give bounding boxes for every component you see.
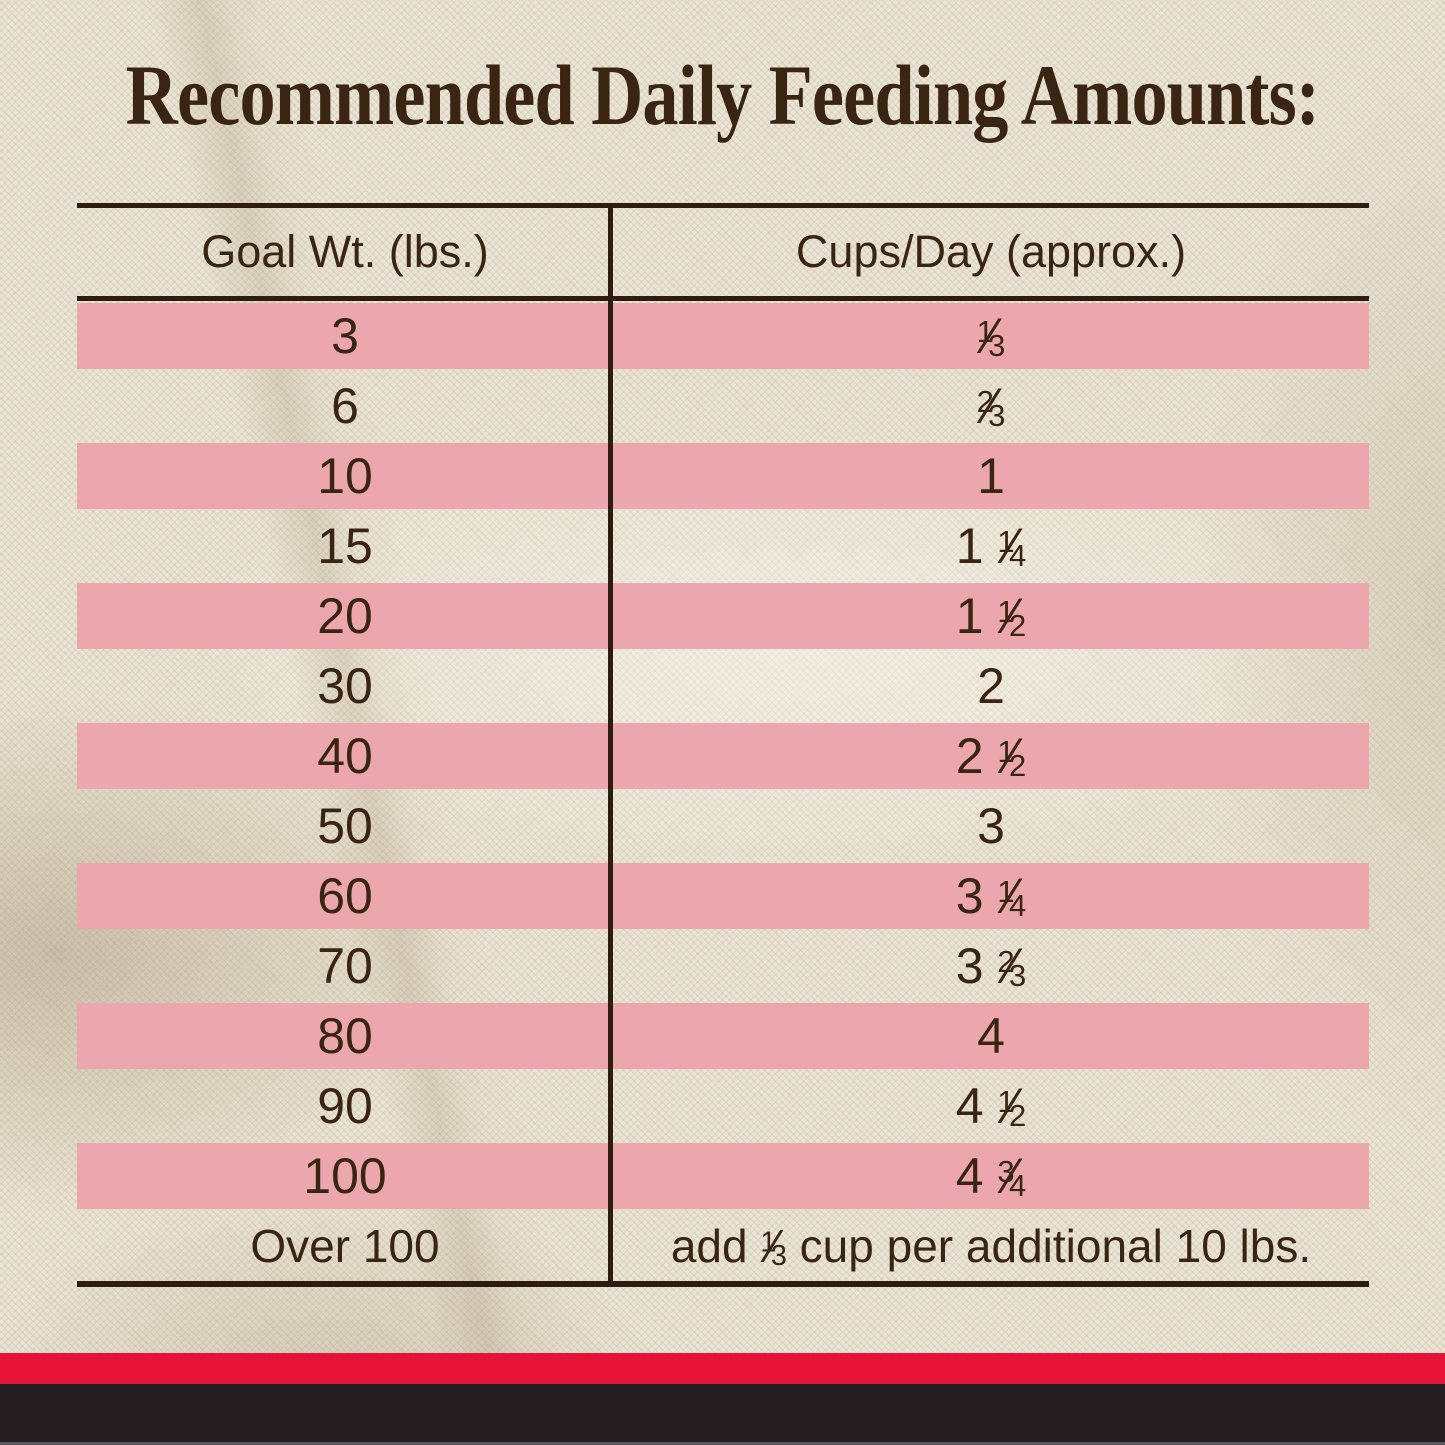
table-row: 60 3 1⁄4 xyxy=(77,861,1369,931)
cups-day-cell: 2 1⁄2 xyxy=(955,728,1027,784)
goal-weight-cell: 80 xyxy=(317,1008,373,1064)
table-row: 6 2⁄3 xyxy=(77,371,1369,441)
goal-weight-cell: 15 xyxy=(317,518,373,574)
goal-weight-cell: 70 xyxy=(317,938,373,994)
goal-weight-cell: 30 xyxy=(317,658,373,714)
table-row: 40 2 1⁄2 xyxy=(77,721,1369,791)
page-title-text: Recommended Daily Feeding Amounts: xyxy=(125,47,1320,143)
goal-weight-cell: 3 xyxy=(331,308,359,364)
table-header-row: Goal Wt. (lbs.) Cups/Day (approx.) xyxy=(77,208,1369,301)
cups-day-cell: add 1⁄3 cup per additional 10 lbs. xyxy=(670,1220,1312,1272)
cups-day-cell: 2 xyxy=(977,658,1005,714)
goal-weight-cell: 100 xyxy=(303,1148,387,1204)
footer-bar xyxy=(0,1384,1445,1445)
goal-weight-cell: Over 100 xyxy=(250,1220,440,1272)
cups-day-cell: 3 1⁄4 xyxy=(955,868,1027,924)
column-header-goal-weight: Goal Wt. (lbs.) xyxy=(201,226,489,277)
page-title: Recommended Daily Feeding Amounts: xyxy=(0,52,1445,138)
table-row: Over 100 add 1⁄3 cup per additional 10 l… xyxy=(77,1211,1369,1281)
table-row: 50 3 xyxy=(77,791,1369,861)
feeding-table: Goal Wt. (lbs.) Cups/Day (approx.) 3 1⁄3… xyxy=(77,203,1369,1287)
table-row: 100 4 3⁄4 xyxy=(77,1141,1369,1211)
cups-day-cell: 1 xyxy=(977,448,1005,504)
table-row: 10 1 xyxy=(77,441,1369,511)
goal-weight-cell: 50 xyxy=(317,798,373,854)
cups-day-cell: 1⁄3 xyxy=(976,308,1006,364)
table-row: 15 1 1⁄4 xyxy=(77,511,1369,581)
goal-weight-cell: 20 xyxy=(317,588,373,644)
goal-weight-cell: 10 xyxy=(317,448,373,504)
table-row: 80 4 xyxy=(77,1001,1369,1071)
cups-day-cell: 3 xyxy=(977,798,1005,854)
cups-day-cell: 3 2⁄3 xyxy=(955,938,1027,994)
table-row: 70 3 2⁄3 xyxy=(77,931,1369,1001)
cups-day-cell: 4 xyxy=(977,1008,1005,1064)
cups-day-cell: 4 3⁄4 xyxy=(955,1148,1027,1204)
cups-day-cell: 4 1⁄2 xyxy=(955,1078,1027,1134)
cups-day-cell: 1 1⁄4 xyxy=(955,518,1027,574)
table-row: 90 4 1⁄2 xyxy=(77,1071,1369,1141)
table-row: 20 1 1⁄2 xyxy=(77,581,1369,651)
goal-weight-cell: 90 xyxy=(317,1078,373,1134)
goal-weight-cell: 6 xyxy=(331,378,359,434)
goal-weight-cell: 40 xyxy=(317,728,373,784)
column-header-cups-day: Cups/Day (approx.) xyxy=(795,226,1187,277)
table-row: 30 2 xyxy=(77,651,1369,721)
cups-day-cell: 1 1⁄2 xyxy=(955,588,1027,644)
footer-edge xyxy=(0,1442,1445,1445)
column-divider xyxy=(608,208,613,1281)
accent-stripe xyxy=(0,1353,1445,1384)
table-row: 3 1⁄3 xyxy=(77,301,1369,371)
table-body: 3 1⁄3 6 2⁄3 10 1 15 1 1⁄4 20 1 1⁄2 30 2 … xyxy=(77,301,1369,1281)
goal-weight-cell: 60 xyxy=(317,868,373,924)
cups-day-cell: 2⁄3 xyxy=(976,378,1006,434)
